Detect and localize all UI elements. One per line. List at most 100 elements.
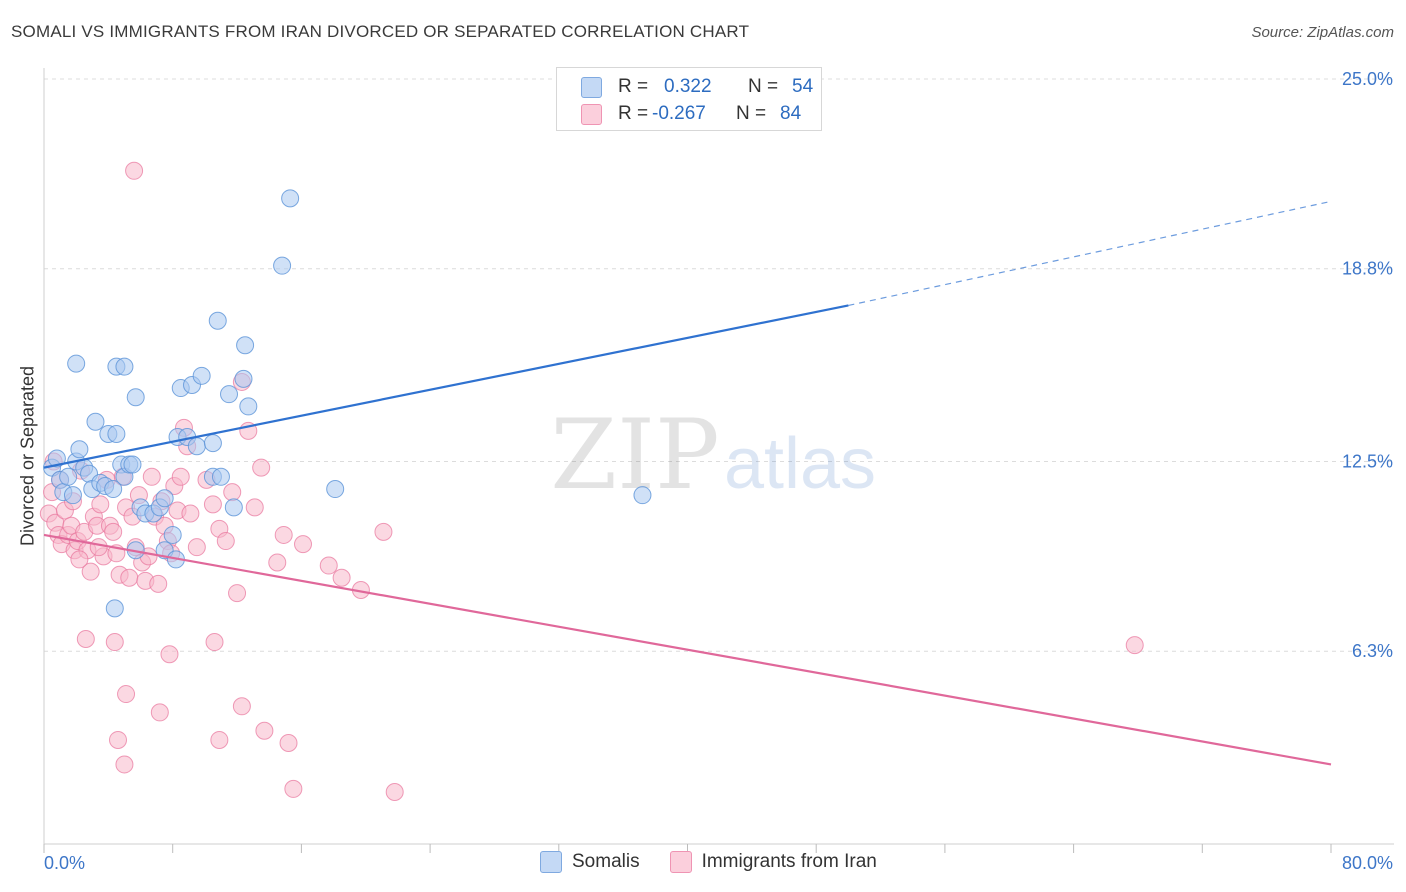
data-point-somali: [211, 467, 230, 486]
data-point-iran: [228, 584, 247, 603]
watermark: ZIP atlas: [550, 399, 876, 511]
data-point-iran: [332, 568, 351, 587]
series-legend-swatch-somali: [540, 851, 562, 873]
data-point-iran: [142, 467, 161, 486]
legend-n-value-somali: 54: [792, 76, 814, 97]
data-point-iran: [245, 498, 264, 517]
data-point-somali: [47, 449, 66, 468]
legend-row-somali: R = 0.322 N = 54: [557, 74, 813, 100]
x-tick-label: 0.0%: [44, 853, 85, 873]
data-point-iran: [117, 685, 136, 704]
legend-row-iran: R = -0.267 N = 84: [557, 101, 801, 127]
data-point-somali: [59, 467, 78, 486]
data-point-iran: [104, 522, 123, 541]
data-point-somali: [239, 397, 258, 416]
data-point-iran: [1125, 636, 1144, 655]
data-point-iran: [294, 535, 313, 554]
data-point-iran: [109, 730, 128, 749]
data-point-iran: [274, 525, 293, 544]
data-point-somali: [203, 434, 222, 453]
data-point-somali: [187, 437, 206, 456]
data-point-somali: [192, 366, 211, 385]
data-point-somali: [273, 256, 292, 275]
data-point-somali: [123, 455, 142, 474]
data-point-somali: [70, 440, 89, 459]
source-label: Source: ZipAtlas.com: [1251, 24, 1394, 41]
data-point-iran: [216, 532, 235, 551]
y-tick-label: 6.3%: [1352, 641, 1393, 661]
data-point-iran: [210, 730, 229, 749]
chart-title: SOMALI VS IMMIGRANTS FROM IRAN DIVORCED …: [11, 22, 750, 41]
data-point-iran: [205, 633, 224, 652]
data-point-iran: [385, 782, 404, 801]
trend-lines: [43, 200, 1332, 766]
data-point-somali: [326, 480, 345, 499]
legend-swatch-iran: [581, 103, 602, 125]
data-point-iran: [120, 568, 139, 587]
data-point-iran: [81, 562, 100, 581]
trend-line-iran: [43, 533, 1332, 766]
data-point-somali: [224, 498, 243, 517]
data-point-iran: [374, 522, 393, 541]
y-tick-label: 12.5%: [1342, 452, 1393, 472]
legend-n-label: N =: [748, 76, 779, 97]
y-tick-label: 25.0%: [1342, 69, 1393, 89]
data-point-iran: [76, 629, 95, 648]
data-point-iran: [279, 734, 298, 753]
legend-n-value-iran: 84: [780, 103, 802, 124]
data-point-somali: [281, 189, 300, 208]
data-point-somali: [236, 336, 255, 355]
legend-n-label: N =: [736, 103, 767, 124]
data-point-iran: [255, 721, 274, 740]
series-legend: Somalis Immigrants from Iran: [540, 851, 907, 873]
series-legend-label-iran: Immigrants from Iran: [701, 851, 877, 872]
data-point-iran: [160, 645, 179, 664]
data-point-iran: [171, 467, 190, 486]
data-point-somali: [115, 357, 134, 376]
watermark-atlas: atlas: [724, 424, 876, 504]
data-point-iran: [187, 538, 206, 557]
grid-lines: [44, 78, 1394, 652]
legend-r-value-iran: -0.267: [652, 103, 706, 124]
data-point-iran: [181, 504, 200, 523]
data-point-somali: [126, 388, 145, 407]
data-point-iran: [252, 458, 271, 477]
data-point-iran: [223, 483, 242, 502]
data-point-somali: [104, 480, 123, 499]
data-point-iran: [105, 633, 124, 652]
data-point-iran: [232, 697, 251, 716]
x-tick-label: 80.0%: [1342, 853, 1393, 873]
data-point-somali: [220, 385, 239, 404]
x-tick-labels: 0.0% 80.0%: [44, 853, 1393, 873]
data-point-iran: [150, 703, 169, 722]
legend-r-value-somali: 0.322: [664, 76, 712, 97]
data-point-iran: [115, 755, 134, 774]
legend-r-label: R =: [618, 103, 649, 124]
data-point-somali: [208, 311, 227, 330]
legend-swatch-somali: [581, 76, 602, 98]
y-axis-label: Divorced or Separated: [17, 365, 38, 547]
data-point-iran: [284, 779, 303, 798]
data-point-somali: [163, 525, 182, 544]
data-point-iran: [89, 538, 108, 557]
data-point-somali: [86, 412, 105, 431]
data-point-somali: [105, 599, 124, 618]
data-point-somali: [67, 354, 86, 373]
data-point-iran: [268, 553, 287, 572]
correlation-legend: R = 0.322 N = 54 R = -0.267 N = 84: [556, 67, 822, 131]
data-point-somali: [633, 486, 652, 505]
data-point-iran: [125, 161, 144, 180]
data-point-somali: [63, 486, 82, 505]
data-point-iran: [70, 550, 89, 569]
data-point-iran: [203, 495, 222, 514]
data-point-somali: [107, 424, 126, 443]
trend-line-somali: [43, 304, 849, 469]
series-legend-label-somali: Somalis: [572, 851, 640, 872]
data-point-iran: [91, 495, 110, 514]
data-point-iran: [319, 556, 338, 575]
y-tick-label: 18.8%: [1342, 259, 1393, 279]
series-legend-somali: Somalis: [540, 851, 640, 873]
legend-r-label: R =: [618, 76, 649, 97]
series-legend-swatch-iran: [669, 851, 692, 873]
